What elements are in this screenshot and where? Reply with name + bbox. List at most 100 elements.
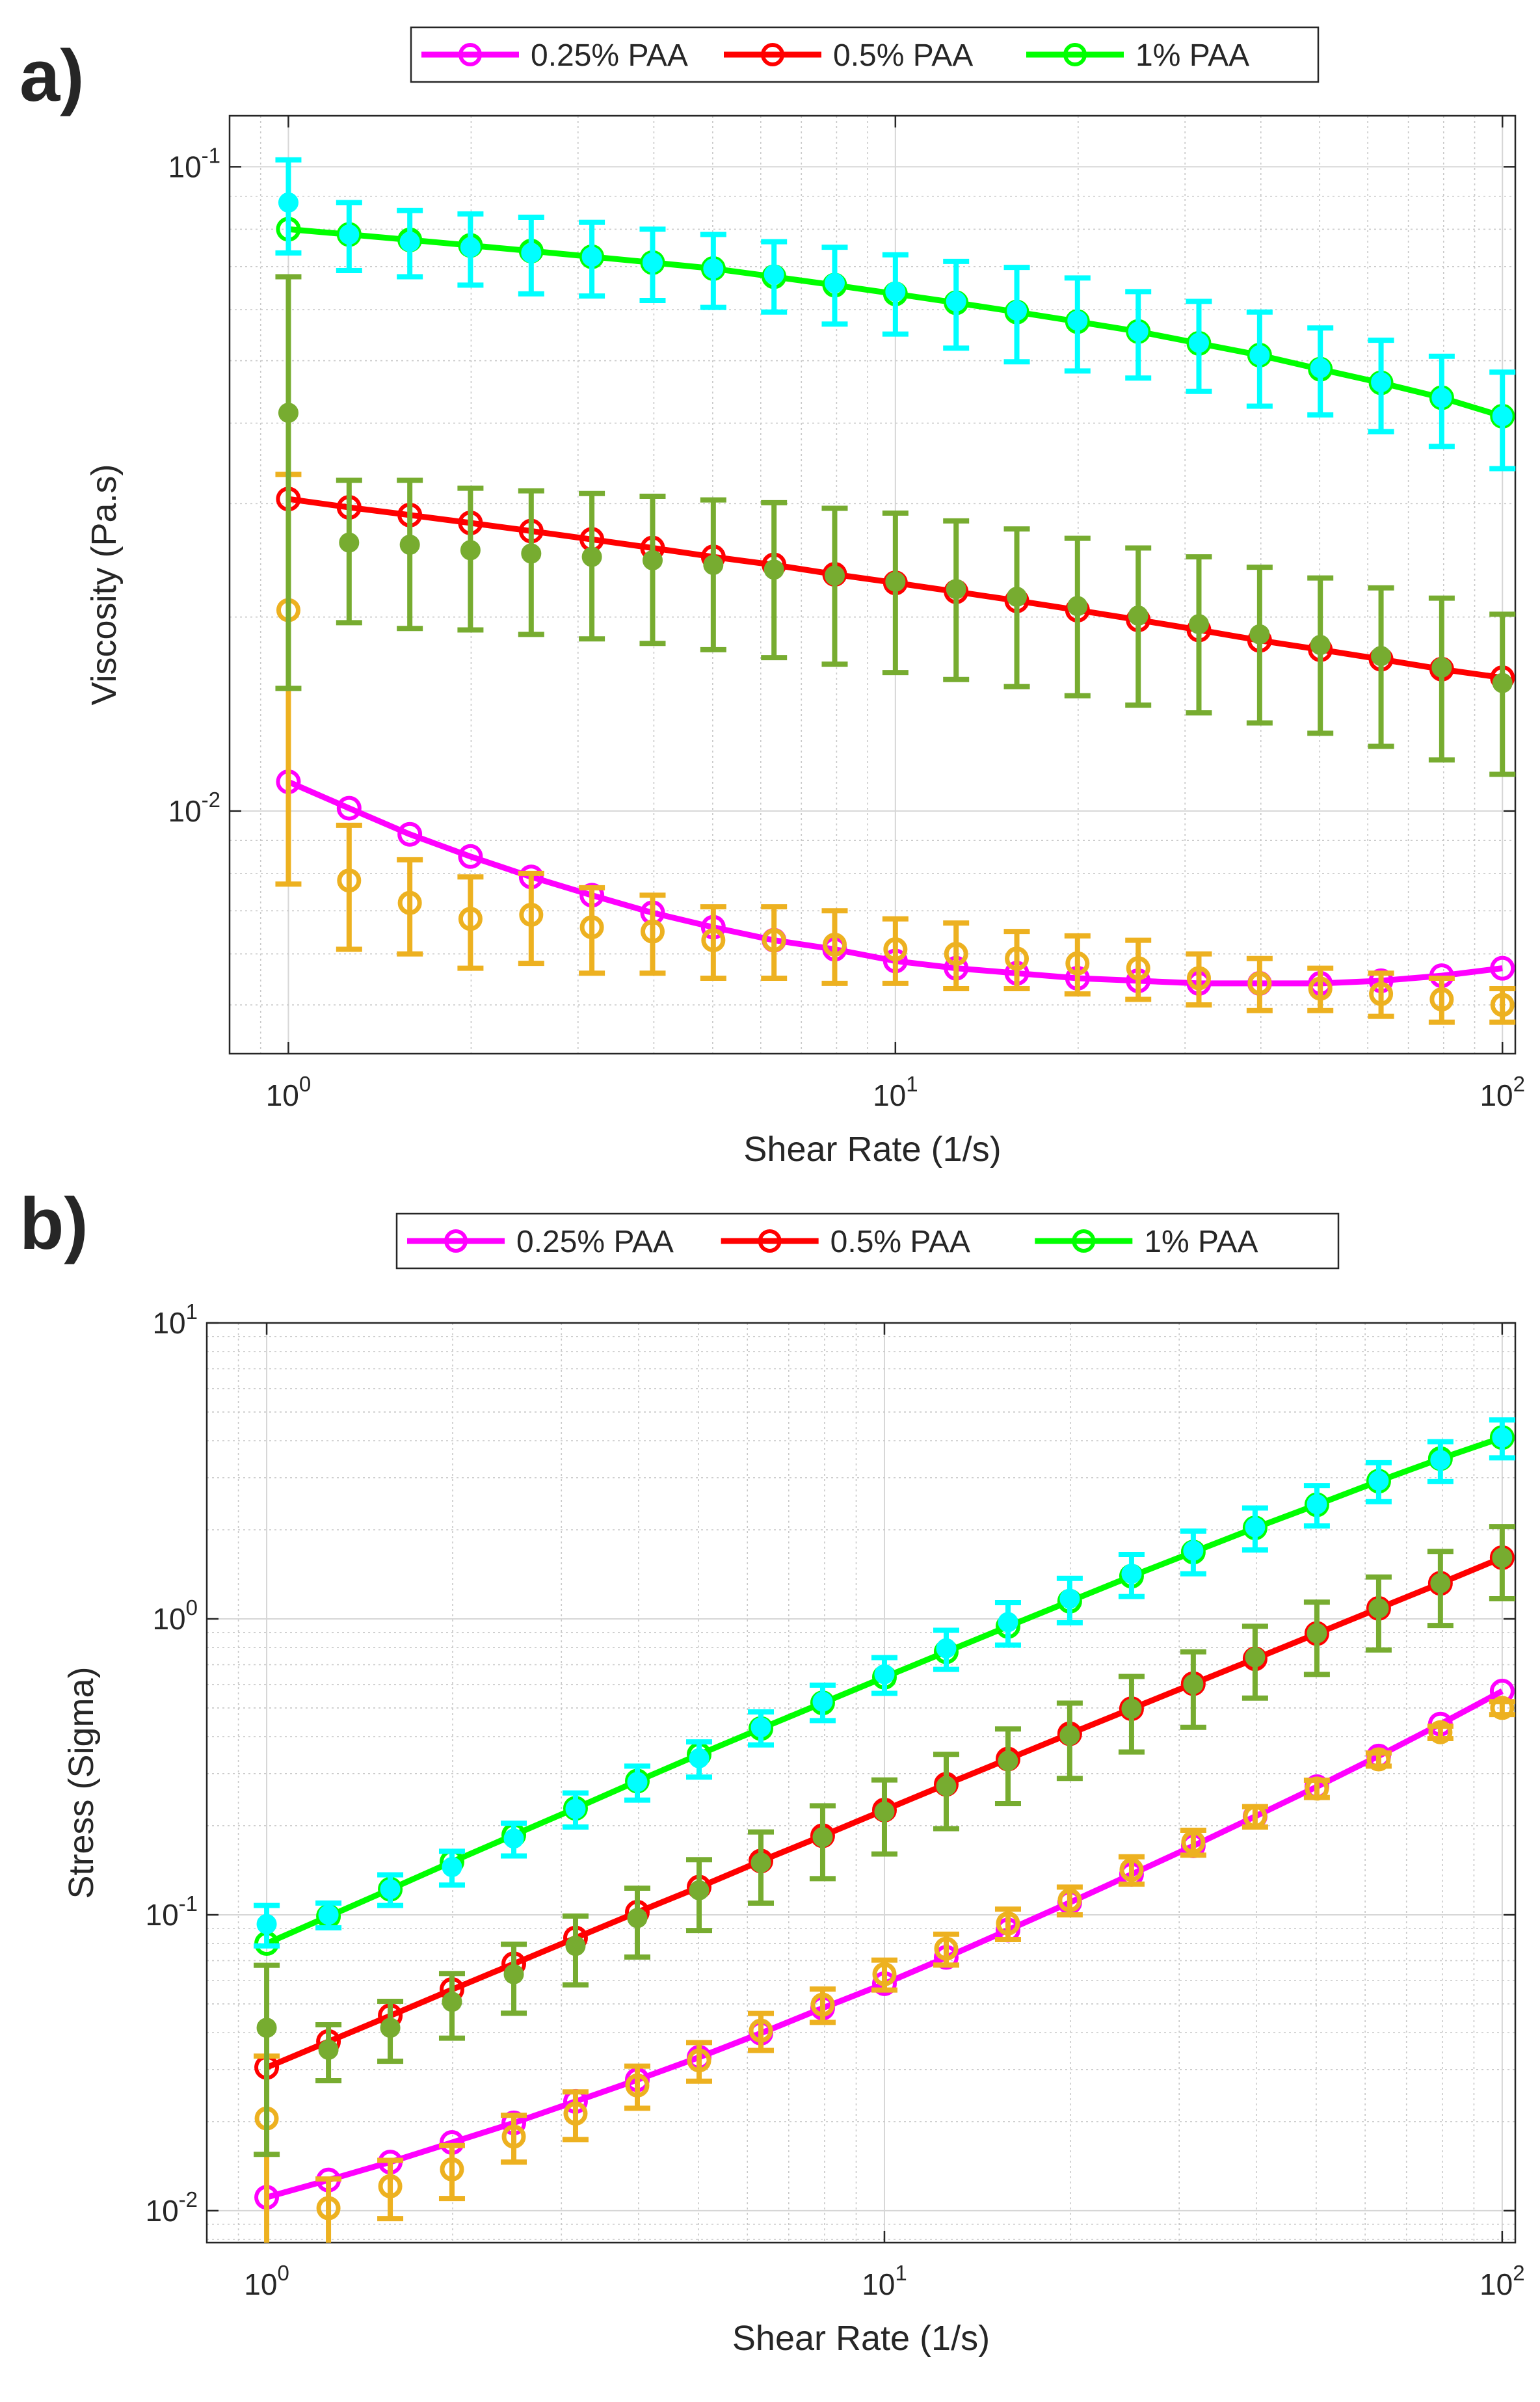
data-point <box>689 1748 710 1768</box>
data-point <box>256 1914 277 1934</box>
data-point <box>750 1717 771 1738</box>
plot-area <box>230 116 1515 1054</box>
data-point <box>1431 388 1452 408</box>
data-point <box>397 890 422 915</box>
data-point <box>1369 981 1394 1006</box>
data-point <box>318 1904 339 1925</box>
y-tick-label: 101 <box>152 1300 198 1340</box>
legend-entry: 0.25% PAA <box>407 1225 674 1259</box>
data-point <box>824 565 845 586</box>
y-tick-label: 10-2 <box>145 2187 198 2228</box>
data-point <box>1430 1450 1451 1471</box>
panel-a: a) 100 101 102 10-2 10-1 Shear Rate (1/s) Visco… <box>20 26 1525 1169</box>
measured-series-3 <box>275 157 1516 472</box>
data-point <box>1007 587 1028 607</box>
data-point <box>1368 1471 1389 1491</box>
legend-marker <box>758 1229 782 1253</box>
data-point <box>1188 614 1209 635</box>
data-point <box>521 543 542 564</box>
x-tick-label: 101 <box>862 2261 907 2301</box>
data-point <box>1490 1696 1515 1720</box>
x-tick-label: 100 <box>266 1072 312 1112</box>
data-point <box>1067 310 1088 331</box>
data-point <box>458 844 483 869</box>
legend-entry: 1% PAA <box>1026 38 1249 73</box>
data-point <box>944 942 968 967</box>
data-point <box>460 540 481 561</box>
legend-marker <box>458 43 482 66</box>
data-point <box>1305 1776 1329 1801</box>
data-point <box>1057 1888 1082 1913</box>
data-point <box>946 291 966 312</box>
data-point <box>1005 946 1029 971</box>
plot-area <box>207 1323 1515 2243</box>
data-point <box>689 1880 710 1901</box>
data-point <box>934 1936 959 1961</box>
data-point <box>627 1908 648 1928</box>
data-point <box>579 915 604 940</box>
data-point <box>824 273 845 293</box>
data-point <box>946 579 966 600</box>
data-point <box>1181 1830 1206 1854</box>
data-point <box>936 1776 957 1796</box>
data-point <box>1492 1547 1513 1568</box>
data-point <box>380 1879 401 1900</box>
data-point <box>640 919 665 944</box>
data-point <box>812 1827 833 1848</box>
legend-box <box>395 1212 1340 1270</box>
x-tick-label: 100 <box>244 2261 289 2301</box>
data-point <box>256 2018 277 2038</box>
legend: 0.25% PAA 0.5% PAA 1% PAA <box>410 26 1320 83</box>
data-point <box>503 1828 524 1849</box>
legend-marker <box>1072 1229 1096 1253</box>
data-point <box>316 2196 341 2221</box>
data-point <box>1371 372 1392 393</box>
data-point <box>501 2124 526 2149</box>
data-point <box>1188 332 1209 353</box>
data-point <box>874 1801 895 1822</box>
y-tick-label: 10-1 <box>168 143 220 183</box>
data-point <box>1308 976 1333 1001</box>
data-point <box>1430 1573 1451 1594</box>
data-point <box>642 252 663 273</box>
data-point <box>460 237 481 258</box>
data-point <box>1431 657 1452 678</box>
data-point <box>627 1772 648 1793</box>
data-point <box>1310 635 1331 656</box>
legend-entry: 0.5% PAA <box>721 1225 970 1259</box>
data-point <box>442 1857 462 1878</box>
data-point <box>1307 1494 1327 1515</box>
data-point <box>1366 1747 1391 1772</box>
data-point <box>442 1992 462 2012</box>
data-point <box>440 2157 464 2182</box>
data-point <box>998 1750 1018 1771</box>
data-point <box>1128 606 1148 626</box>
data-point <box>1492 406 1513 427</box>
data-point <box>380 2018 401 2038</box>
data-point <box>1490 955 1515 981</box>
measured-series-2 <box>275 274 1516 777</box>
measured-series-1 <box>254 1696 1515 2243</box>
data-point <box>1126 956 1150 981</box>
data-point <box>399 535 420 555</box>
data-point <box>565 1936 586 1956</box>
data-point <box>1121 1698 1142 1719</box>
data-point <box>1492 673 1513 693</box>
legend: 0.25% PAA 0.5% PAA 1% PAA <box>395 1212 1340 1270</box>
data-point <box>1121 1564 1142 1584</box>
data-point <box>687 2048 711 2073</box>
data-point <box>703 554 724 575</box>
data-point <box>336 795 362 821</box>
data-point <box>998 1612 1018 1633</box>
data-point <box>885 281 906 302</box>
legend-label: 0.25% PAA <box>516 1225 674 1259</box>
data-point <box>1059 1725 1080 1746</box>
data-point <box>1183 1540 1204 1561</box>
data-point <box>318 2039 339 2060</box>
data-point <box>1245 1517 1266 1538</box>
data-point <box>563 2102 588 2126</box>
data-point <box>763 559 784 580</box>
data-point <box>762 928 786 953</box>
axes-box <box>206 1322 1517 2244</box>
legend-label: 0.5% PAA <box>830 1225 970 1259</box>
